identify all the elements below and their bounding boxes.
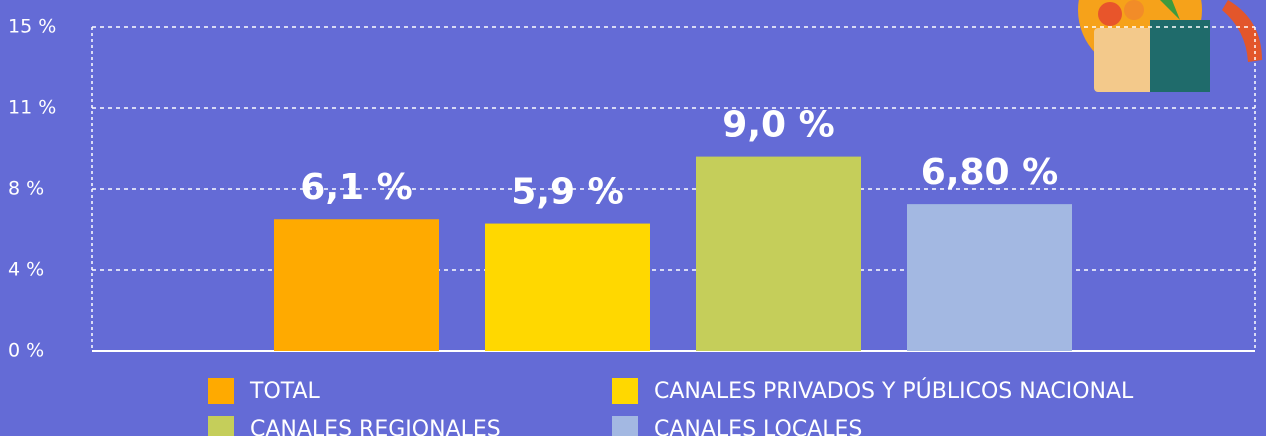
legend-label: CANALES PRIVADOS Y PÚBLICOS NACIONAL	[654, 378, 1134, 404]
bar	[907, 204, 1072, 351]
legend-swatch	[208, 416, 234, 436]
legend-label: CANALES LOCALES	[654, 417, 862, 436]
y-tick-label: 0 %	[8, 340, 44, 362]
legend-label: CANALES REGIONALES	[250, 417, 501, 436]
value-label: 6,80 %	[921, 152, 1058, 193]
legend-swatch	[612, 378, 638, 404]
legend-swatch	[208, 378, 234, 404]
value-label: 9,0 %	[722, 105, 834, 146]
value-label: 5,9 %	[511, 172, 623, 213]
legend-swatch	[612, 416, 638, 436]
legend-label: TOTAL	[249, 379, 321, 404]
y-tick-label: 11 %	[8, 97, 56, 119]
bar	[485, 223, 650, 351]
y-tick-label: 8 %	[8, 178, 44, 200]
value-label: 6,1 %	[300, 167, 412, 208]
illustration	[1078, 0, 1262, 92]
y-tick-label: 4 %	[8, 259, 44, 281]
bar	[274, 219, 439, 351]
bar	[696, 156, 861, 351]
y-tick-label: 15 %	[8, 16, 56, 38]
